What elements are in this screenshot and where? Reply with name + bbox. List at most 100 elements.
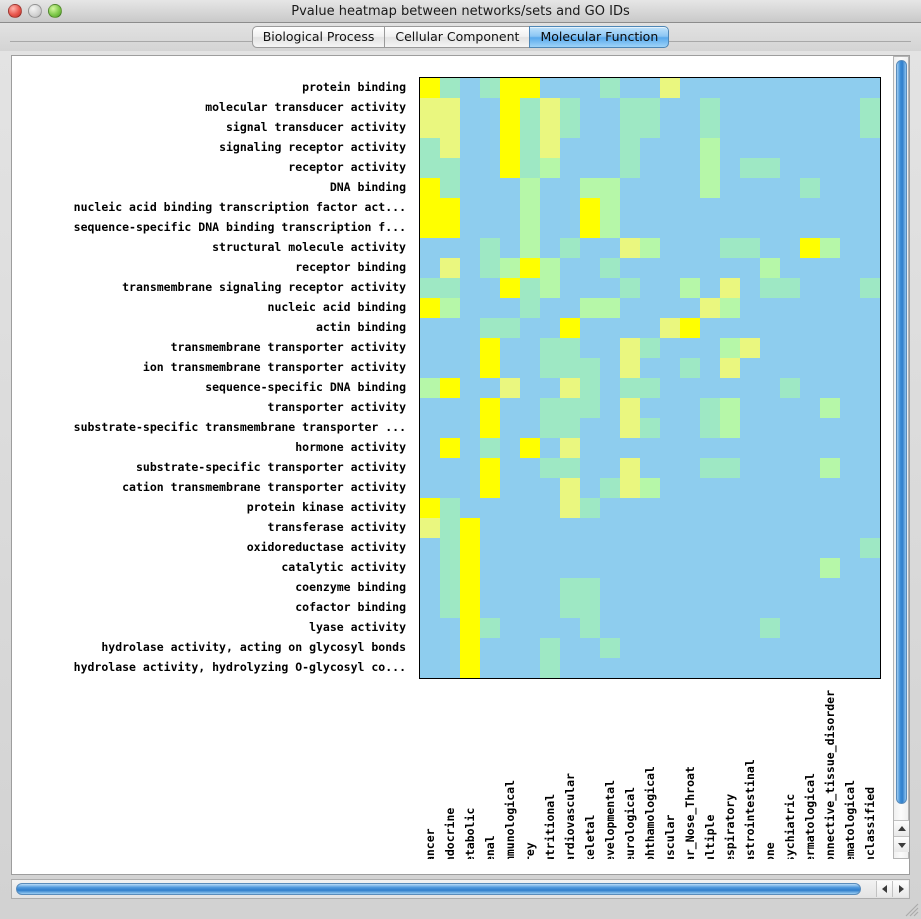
heatmap-cell[interactable]: [760, 598, 780, 618]
heatmap-cell[interactable]: [520, 558, 540, 578]
heatmap-cell[interactable]: [860, 258, 880, 278]
heatmap-cell[interactable]: [700, 398, 720, 418]
heatmap-cell[interactable]: [620, 458, 640, 478]
heatmap-cell[interactable]: [800, 498, 820, 518]
heatmap-cell[interactable]: [760, 138, 780, 158]
heatmap-cell[interactable]: [600, 558, 620, 578]
heatmap-cell[interactable]: [540, 118, 560, 138]
heatmap-cell[interactable]: [760, 258, 780, 278]
heatmap-cell[interactable]: [680, 498, 700, 518]
heatmap-cell[interactable]: [540, 298, 560, 318]
heatmap-cell[interactable]: [680, 158, 700, 178]
heatmap-cell[interactable]: [420, 138, 440, 158]
scroll-left-button[interactable]: [876, 881, 892, 897]
heatmap-cell[interactable]: [740, 558, 760, 578]
heatmap-cell[interactable]: [600, 98, 620, 118]
heatmap-cell[interactable]: [840, 338, 860, 358]
heatmap-cell[interactable]: [620, 158, 640, 178]
heatmap-cell[interactable]: [500, 318, 520, 338]
heatmap-cell[interactable]: [440, 78, 460, 98]
heatmap-cell[interactable]: [660, 78, 680, 98]
heatmap-cell[interactable]: [780, 198, 800, 218]
heatmap-cell[interactable]: [760, 318, 780, 338]
heatmap-cell[interactable]: [460, 178, 480, 198]
heatmap-cell[interactable]: [720, 398, 740, 418]
heatmap-cell[interactable]: [440, 578, 460, 598]
heatmap-cell[interactable]: [480, 158, 500, 178]
heatmap-cell[interactable]: [460, 78, 480, 98]
heatmap-cell[interactable]: [440, 118, 460, 138]
heatmap-cell[interactable]: [700, 518, 720, 538]
heatmap-cell[interactable]: [500, 638, 520, 658]
heatmap-cell[interactable]: [740, 278, 760, 298]
heatmap-cell[interactable]: [580, 238, 600, 258]
heatmap-cell[interactable]: [420, 418, 440, 438]
heatmap-cell[interactable]: [800, 78, 820, 98]
heatmap-cell[interactable]: [680, 118, 700, 138]
heatmap-cell[interactable]: [500, 298, 520, 318]
heatmap-cell[interactable]: [540, 198, 560, 218]
heatmap-cell[interactable]: [840, 78, 860, 98]
heatmap-cell[interactable]: [800, 618, 820, 638]
heatmap-cell[interactable]: [820, 518, 840, 538]
heatmap-cell[interactable]: [760, 398, 780, 418]
heatmap-cell[interactable]: [520, 618, 540, 638]
heatmap-cell[interactable]: [680, 358, 700, 378]
heatmap-cell[interactable]: [740, 578, 760, 598]
heatmap-cell[interactable]: [640, 638, 660, 658]
heatmap-cell[interactable]: [820, 118, 840, 138]
heatmap-cell[interactable]: [440, 398, 460, 418]
heatmap-cell[interactable]: [560, 578, 580, 598]
heatmap-cell[interactable]: [580, 78, 600, 98]
heatmap-cell[interactable]: [860, 278, 880, 298]
heatmap-cell[interactable]: [640, 218, 660, 238]
heatmap-cell[interactable]: [840, 638, 860, 658]
heatmap-cell[interactable]: [500, 498, 520, 518]
heatmap-cell[interactable]: [840, 218, 860, 238]
heatmap-cell[interactable]: [740, 138, 760, 158]
heatmap-cell[interactable]: [560, 558, 580, 578]
heatmap-cell[interactable]: [600, 418, 620, 438]
heatmap-cell[interactable]: [860, 238, 880, 258]
heatmap-cell[interactable]: [640, 478, 660, 498]
heatmap-cell[interactable]: [760, 278, 780, 298]
heatmap-cell[interactable]: [840, 398, 860, 418]
heatmap-cell[interactable]: [780, 258, 800, 278]
heatmap-cell[interactable]: [720, 78, 740, 98]
heatmap-cell[interactable]: [660, 638, 680, 658]
heatmap-cell[interactable]: [580, 498, 600, 518]
heatmap-cell[interactable]: [460, 558, 480, 578]
heatmap-cell[interactable]: [780, 638, 800, 658]
heatmap-cell[interactable]: [620, 418, 640, 438]
heatmap-cell[interactable]: [420, 98, 440, 118]
heatmap-cell[interactable]: [480, 358, 500, 378]
heatmap-cell[interactable]: [760, 538, 780, 558]
heatmap-cell[interactable]: [780, 158, 800, 178]
heatmap-cell[interactable]: [420, 178, 440, 198]
heatmap-cell[interactable]: [780, 518, 800, 538]
heatmap-cell[interactable]: [420, 198, 440, 218]
heatmap-cell[interactable]: [680, 658, 700, 678]
heatmap-cell[interactable]: [640, 318, 660, 338]
heatmap-cell[interactable]: [740, 398, 760, 418]
heatmap-cell[interactable]: [440, 258, 460, 278]
heatmap-cell[interactable]: [840, 258, 860, 278]
heatmap-cell[interactable]: [460, 398, 480, 418]
heatmap-cell[interactable]: [780, 598, 800, 618]
heatmap-cell[interactable]: [780, 538, 800, 558]
heatmap-cell[interactable]: [480, 578, 500, 598]
heatmap-cell[interactable]: [600, 158, 620, 178]
heatmap-cell[interactable]: [640, 518, 660, 538]
heatmap-cell[interactable]: [520, 358, 540, 378]
heatmap-cell[interactable]: [860, 298, 880, 318]
heatmap-cell[interactable]: [700, 158, 720, 178]
heatmap-cell[interactable]: [440, 658, 460, 678]
heatmap-cell[interactable]: [760, 638, 780, 658]
heatmap-cell[interactable]: [560, 638, 580, 658]
heatmap-cell[interactable]: [640, 658, 660, 678]
heatmap-cell[interactable]: [660, 198, 680, 218]
heatmap-cell[interactable]: [440, 458, 460, 478]
heatmap-cell[interactable]: [800, 478, 820, 498]
heatmap-cell[interactable]: [720, 218, 740, 238]
heatmap-cell[interactable]: [720, 658, 740, 678]
